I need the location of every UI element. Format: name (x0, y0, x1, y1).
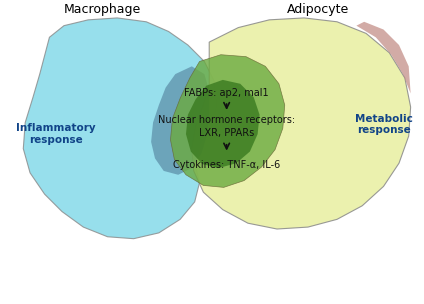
Polygon shape (192, 18, 410, 229)
Text: Nuclear hormone receptors:
LXR, PPARs: Nuclear hormone receptors: LXR, PPARs (158, 115, 295, 138)
Polygon shape (170, 55, 285, 187)
Polygon shape (23, 18, 217, 239)
Text: Cytokines: TNF-α, IL-6: Cytokines: TNF-α, IL-6 (173, 160, 280, 170)
Text: Inflammatory
response: Inflammatory response (17, 123, 96, 145)
Polygon shape (357, 22, 410, 93)
Text: Adipocyte: Adipocyte (287, 3, 349, 16)
Polygon shape (151, 66, 209, 175)
Text: Metabolic
response: Metabolic response (354, 114, 413, 135)
Text: FABPs: ap2, mal1: FABPs: ap2, mal1 (184, 88, 269, 98)
Polygon shape (186, 80, 259, 168)
Text: Macrophage: Macrophage (64, 3, 141, 16)
